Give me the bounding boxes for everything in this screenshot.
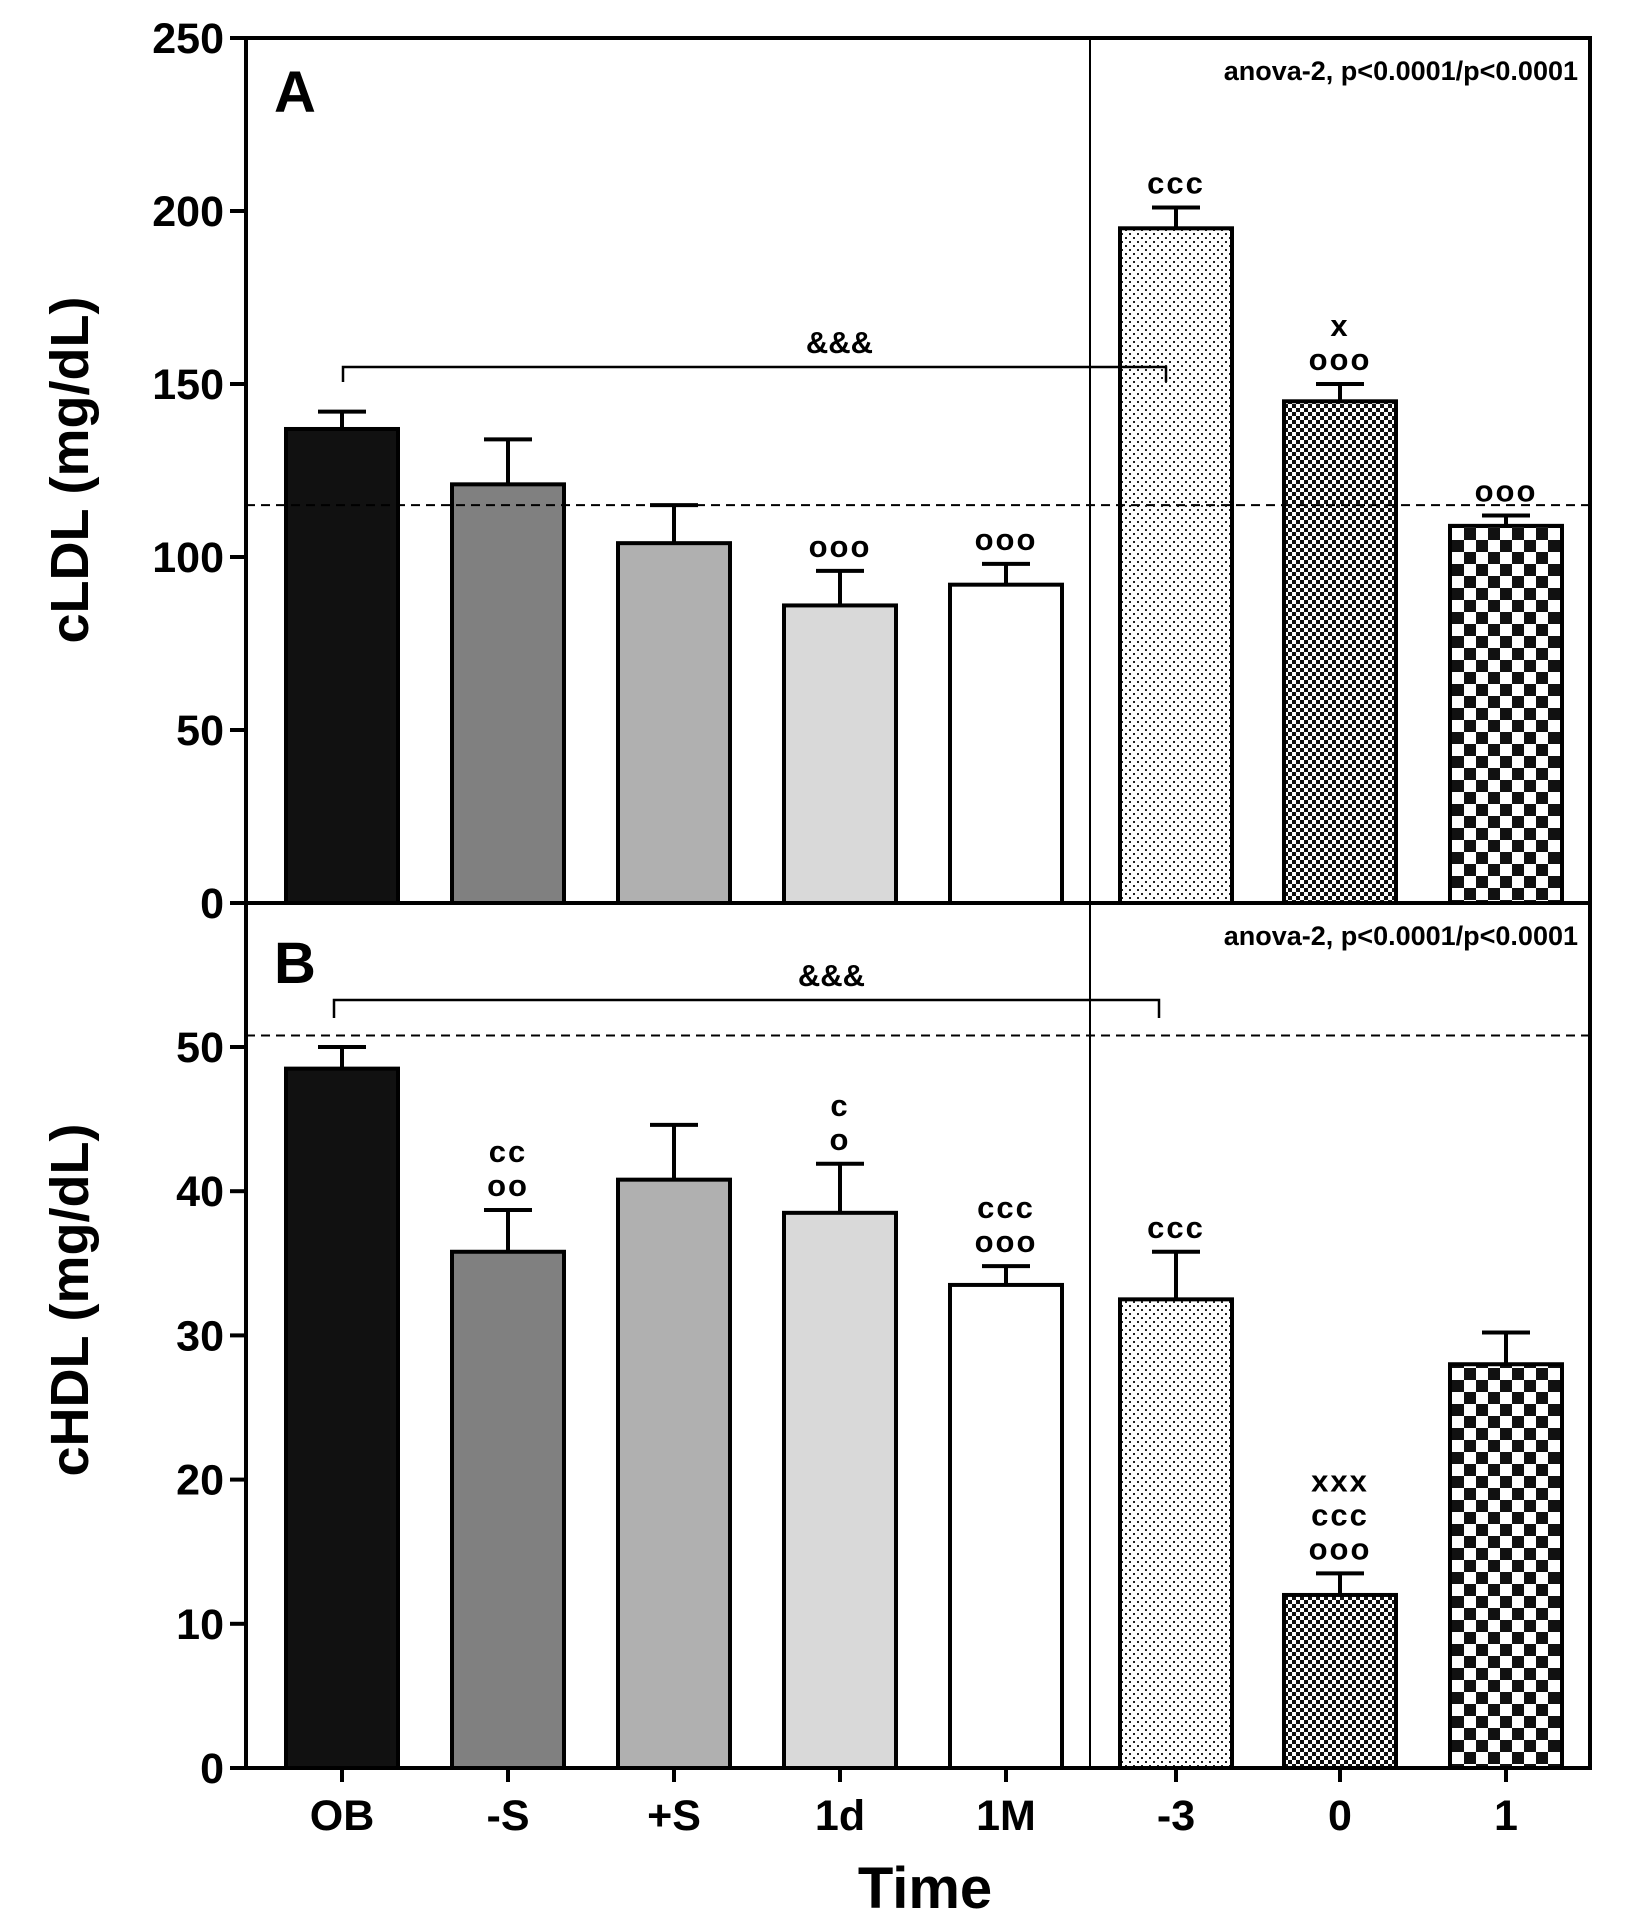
bar-+S — [616, 541, 732, 905]
bar-+S — [616, 1177, 732, 1770]
significance-label: oo — [487, 1168, 529, 1203]
significance-label: ooo — [809, 529, 872, 564]
panel-a-bars — [284, 226, 1564, 906]
significance-label: x — [1330, 308, 1349, 343]
bar-1M — [948, 1282, 1064, 1771]
y-tick-label: 150 — [152, 361, 224, 409]
significance-label: cc — [489, 1134, 527, 1169]
x-tick-label: 1d — [815, 1792, 865, 1840]
x-axis-title: Time — [858, 1856, 992, 1920]
y-tick-label: 100 — [152, 534, 224, 582]
x-tick-label: -S — [487, 1792, 530, 1840]
significance-label: ooo — [975, 1224, 1038, 1259]
panel-b-y-axis: 0 10 20 30 40 50 — [176, 1024, 246, 1793]
panel-b-bars — [284, 1066, 1564, 1771]
y-tick-label: 0 — [200, 880, 224, 928]
panel-a-anova: anova-2, p<0.0001/p<0.0001 — [1224, 56, 1578, 86]
panel-a-bracket: &&& — [341, 325, 1168, 382]
x-tick-label: OB — [310, 1792, 375, 1840]
y-tick-label: 50 — [176, 1024, 224, 1072]
significance-label: ooo — [975, 522, 1038, 557]
x-tick-label: +S — [647, 1792, 701, 1840]
panel-a-label: A — [274, 60, 316, 125]
bar--S — [450, 1249, 566, 1771]
x-tick-label: 0 — [1328, 1792, 1352, 1840]
y-tick-label: 10 — [176, 1601, 224, 1649]
x-tick-label: -3 — [1157, 1792, 1195, 1840]
bar-OB — [284, 1066, 400, 1770]
significance-label: ooo — [1309, 342, 1372, 377]
panel-b-label: B — [274, 931, 316, 996]
y-tick-label: 40 — [176, 1168, 224, 1216]
bar--3 — [1118, 226, 1234, 906]
y-tick-label: 200 — [152, 188, 224, 236]
bar-1d — [782, 1210, 898, 1770]
y-tick-label: 30 — [176, 1312, 224, 1360]
panel-b-error-bars — [318, 1045, 1530, 1595]
bar-1 — [1448, 523, 1564, 905]
y-tick-label: 20 — [176, 1457, 224, 1505]
significance-label: ccc — [1147, 166, 1205, 201]
y-tick-label: 0 — [200, 1745, 224, 1793]
panel-b-y-axis-label: cHDL (mg/dL) — [40, 1124, 100, 1477]
significance-label: ccc — [1311, 1497, 1369, 1532]
bar-1M — [948, 582, 1064, 905]
panel-b-bracket: &&& — [332, 958, 1161, 1018]
bar-OB — [284, 426, 400, 905]
panel-a-y-axis: 0 50 100 150 200 250 — [152, 15, 246, 928]
bar-0 — [1282, 1592, 1398, 1770]
significance-label: xxx — [1311, 1463, 1369, 1498]
bar--S — [450, 482, 566, 905]
panel-b-x-axis: OB -S +S 1d 1M -3 0 1 — [310, 1768, 1518, 1840]
y-tick-label: 250 — [152, 15, 224, 63]
y-tick-label: 50 — [176, 707, 224, 755]
bar--3 — [1118, 1297, 1234, 1770]
panel-a-bracket-label: &&& — [806, 325, 873, 360]
significance-label: o — [830, 1122, 851, 1157]
significance-label: c — [830, 1088, 849, 1123]
significance-label: ooo — [1309, 1531, 1372, 1566]
x-tick-label: 1 — [1494, 1792, 1518, 1840]
panel-b-anova: anova-2, p<0.0001/p<0.0001 — [1224, 921, 1578, 951]
bar-1d — [782, 603, 898, 905]
panel-a-y-axis-label: cLDL (mg/dL) — [40, 297, 100, 644]
x-tick-label: 1M — [976, 1792, 1036, 1840]
significance-label: ooo — [1475, 473, 1538, 508]
panel-b-bracket-label: &&& — [798, 958, 865, 993]
significance-label: ccc — [1147, 1210, 1205, 1245]
significance-label: ccc — [977, 1190, 1035, 1225]
bar-0 — [1282, 399, 1398, 905]
bar-1 — [1448, 1362, 1564, 1770]
